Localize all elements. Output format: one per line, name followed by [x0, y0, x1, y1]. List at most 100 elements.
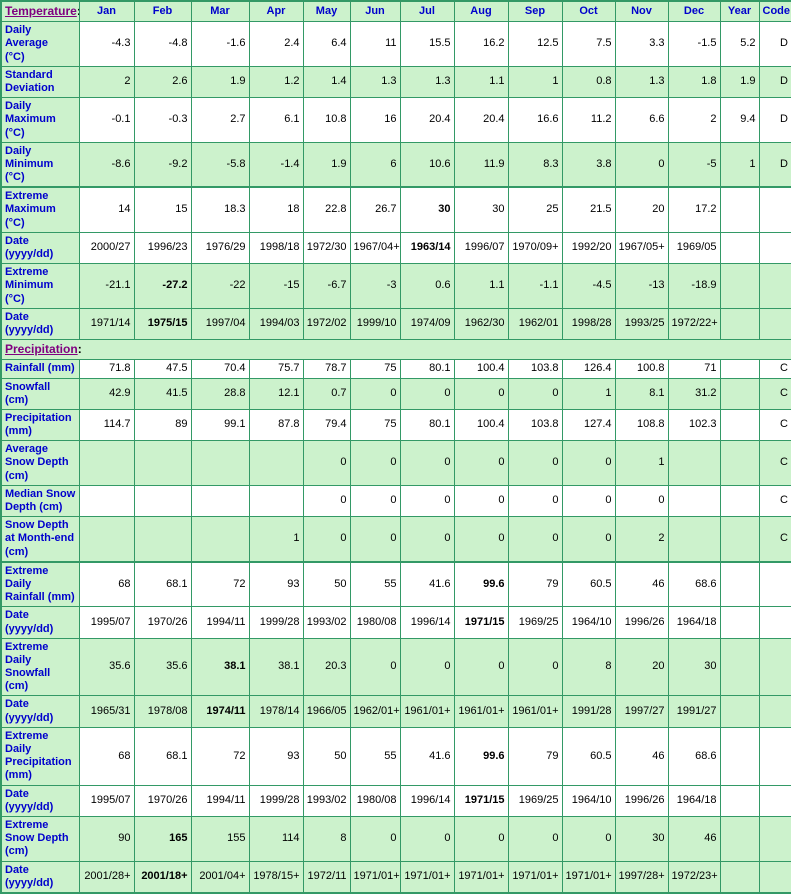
- cell-extreme-daily-precipitation-jul: 41.6: [399, 726, 455, 786]
- cell-extreme-daily-precipitation-apr: 93: [248, 726, 304, 786]
- cell-extreme-daily-snowfall-code: [758, 637, 791, 697]
- precipitation-section-link[interactable]: Precipitation: [5, 342, 78, 357]
- cell-extreme-maximum-date-jul: 1963/14: [399, 231, 455, 265]
- cell-daily-minimum-dec: -5: [667, 141, 721, 188]
- row-label-extreme-minimum: Extreme Minimum (°C): [0, 263, 80, 309]
- cell-average-snow-depth-apr: [248, 440, 304, 486]
- cell-daily-minimum-jun: 6: [349, 141, 401, 188]
- cell-average-snow-depth-jan: [78, 440, 135, 486]
- row-label-snow-depth-at-month-end: Snow Depth at Month-end (cm): [0, 516, 80, 563]
- cell-extreme-snow-depth-date-code: [758, 860, 791, 894]
- cell-extreme-snow-depth-date-aug: 1971/01+: [453, 860, 509, 894]
- cell-extreme-daily-precipitation-nov: 46: [614, 726, 669, 786]
- cell-extreme-maximum-oct: 21.5: [561, 186, 616, 233]
- table-row-extreme-snow-depth-date: Date (yyyy/dd) 2001/28+ 2001/18+ 2001/04+ 19…: [0, 860, 791, 894]
- cell-daily-maximum-oct: 11.2: [561, 97, 616, 143]
- cell-median-snow-depth-feb: [133, 484, 192, 518]
- row-label-daily-average: Daily Average (°C): [0, 21, 80, 67]
- code-header: Code: [758, 0, 791, 23]
- cell-extreme-daily-snowfall-dec: 30: [667, 637, 721, 697]
- cell-extreme-maximum-date-apr: 1998/18: [248, 231, 304, 265]
- row-label-extreme-daily-rainfall-date: Date (yyyy/dd): [0, 606, 80, 639]
- cell-extreme-snow-depth-date-nov: 1997/28+: [614, 860, 669, 894]
- cell-extreme-minimum-date-jan: 1971/14: [78, 307, 135, 341]
- cell-extreme-daily-snowfall-jan: 35.6: [78, 637, 135, 697]
- cell-extreme-daily-rainfall-date-mar: 1994/11: [190, 606, 250, 639]
- cell-extreme-daily-precipitation-date-jan: 1995/07: [78, 784, 135, 817]
- cell-rainfall-may: 78.7: [302, 359, 351, 379]
- month-header-sep: Sep: [507, 0, 563, 23]
- cell-extreme-snow-depth-oct: 0: [561, 815, 616, 862]
- cell-extreme-minimum-mar: -22: [190, 263, 250, 309]
- table-row-snow-depth-at-month-end: Snow Depth at Month-end (cm) 1 0 0 0 0 0 0 2 C: [0, 516, 791, 563]
- cell-average-snow-depth-sep: 0: [507, 440, 563, 486]
- cell-extreme-daily-snowfall-date-mar: 1974/11: [190, 695, 250, 728]
- cell-extreme-maximum-date-sep: 1970/09+: [507, 231, 563, 265]
- section-colon: :: [77, 342, 82, 357]
- cell-extreme-maximum-date-may: 1972/30: [302, 231, 351, 265]
- cell-extreme-maximum-date-oct: 1992/20: [561, 231, 616, 265]
- cell-extreme-maximum-date-nov: 1967/05+: [614, 231, 669, 265]
- cell-extreme-daily-snowfall-date-may: 1966/05: [302, 695, 351, 728]
- cell-daily-minimum-jan: -8.6: [78, 141, 135, 188]
- cell-daily-maximum-mar: 2.7: [190, 97, 250, 143]
- row-label-extreme-snow-depth: Extreme Snow Depth (cm): [0, 815, 80, 862]
- cell-daily-average-year: 5.2: [719, 21, 760, 67]
- cell-extreme-daily-rainfall-jun: 55: [349, 560, 401, 608]
- cell-standard-deviation-jan: 2: [78, 65, 135, 99]
- cell-extreme-daily-snowfall-nov: 20: [614, 637, 669, 697]
- cell-rainfall-code: C: [758, 359, 791, 379]
- cell-extreme-minimum-date-mar: 1997/04: [190, 307, 250, 341]
- cell-extreme-maximum-jun: 26.7: [349, 186, 401, 233]
- cell-extreme-snow-depth-date-may: 1972/11: [302, 860, 351, 894]
- cell-extreme-daily-precipitation-date-year: [719, 784, 760, 817]
- cell-precipitation-mar: 99.1: [190, 408, 250, 442]
- cell-extreme-daily-rainfall-date-jun: 1980/08: [349, 606, 401, 639]
- row-label-extreme-maximum-date: Date (yyyy/dd): [0, 231, 80, 265]
- cell-standard-deviation-sep: 1: [507, 65, 563, 99]
- cell-snow-depth-at-month-end-jun: 0: [349, 516, 401, 563]
- cell-extreme-daily-precipitation-date-dec: 1964/18: [667, 784, 721, 817]
- cell-daily-minimum-aug: 11.9: [453, 141, 509, 188]
- cell-snowfall-feb: 41.5: [133, 377, 192, 410]
- cell-extreme-minimum-date-nov: 1993/25: [614, 307, 669, 341]
- cell-extreme-snow-depth-date-jun: 1971/01+: [349, 860, 401, 894]
- cell-extreme-daily-snowfall-year: [719, 637, 760, 697]
- temperature-section-link[interactable]: Temperature: [5, 4, 77, 18]
- cell-extreme-maximum-dec: 17.2: [667, 186, 721, 233]
- cell-extreme-minimum-date-jul: 1974/09: [399, 307, 455, 341]
- cell-daily-minimum-feb: -9.2: [133, 141, 192, 188]
- cell-daily-average-dec: -1.5: [667, 21, 721, 67]
- cell-extreme-minimum-aug: 1.1: [453, 263, 509, 309]
- cell-extreme-maximum-date-year: [719, 231, 760, 265]
- cell-extreme-minimum-date-apr: 1994/03: [248, 307, 304, 341]
- year-header: Year: [719, 0, 760, 23]
- cell-snow-depth-at-month-end-year: [719, 516, 760, 563]
- month-header-mar: Mar: [190, 0, 250, 23]
- cell-extreme-maximum-year: [719, 186, 760, 233]
- month-header-nov: Nov: [614, 0, 669, 23]
- cell-daily-average-jul: 15.5: [399, 21, 455, 67]
- table-row-median-snow-depth: Median Snow Depth (cm) 0 0 0 0 0 0 0 C: [0, 484, 791, 518]
- cell-extreme-snow-depth-sep: 0: [507, 815, 563, 862]
- cell-extreme-maximum-jan: 14: [78, 186, 135, 233]
- cell-daily-average-mar: -1.6: [190, 21, 250, 67]
- cell-extreme-daily-snowfall-sep: 0: [507, 637, 563, 697]
- cell-extreme-minimum-may: -6.7: [302, 263, 351, 309]
- cell-extreme-daily-rainfall-date-jan: 1995/07: [78, 606, 135, 639]
- cell-extreme-snow-depth-may: 8: [302, 815, 351, 862]
- cell-precipitation-apr: 87.8: [248, 408, 304, 442]
- cell-extreme-daily-snowfall-date-feb: 1978/08: [133, 695, 192, 728]
- row-label-extreme-minimum-date: Date (yyyy/dd): [0, 307, 80, 341]
- cell-extreme-daily-rainfall-jan: 68: [78, 560, 135, 608]
- table-row-extreme-snow-depth: Extreme Snow Depth (cm) 90 165 155 114 8 0 0 0 0 0…: [0, 815, 791, 862]
- cell-extreme-minimum-jan: -21.1: [78, 263, 135, 309]
- table-row-precipitation-section: Precipitation:: [0, 339, 791, 361]
- cell-daily-minimum-code: D: [758, 141, 791, 188]
- cell-rainfall-apr: 75.7: [248, 359, 304, 379]
- cell-precipitation-year: [719, 408, 760, 442]
- cell-extreme-daily-precipitation-date-mar: 1994/11: [190, 784, 250, 817]
- cell-snow-depth-at-month-end-dec: [667, 516, 721, 563]
- cell-average-snow-depth-oct: 0: [561, 440, 616, 486]
- cell-extreme-daily-precipitation-sep: 79: [507, 726, 563, 786]
